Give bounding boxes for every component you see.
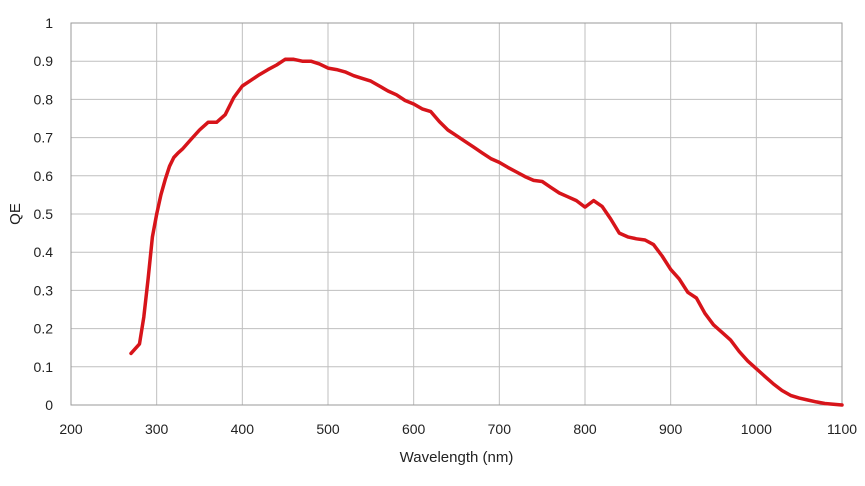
y-tick-label: 0.1 xyxy=(34,359,54,375)
y-tick-label: 1 xyxy=(45,15,53,31)
y-tick-label: 0.7 xyxy=(34,130,54,146)
y-tick-label: 0.6 xyxy=(34,168,54,184)
y-tick-label: 0.9 xyxy=(34,53,54,69)
y-axis-title: QE xyxy=(7,203,24,225)
x-tick-label: 200 xyxy=(59,421,83,437)
x-tick-label: 800 xyxy=(573,421,597,437)
y-tick-label: 0.3 xyxy=(34,282,54,298)
series-layer xyxy=(129,57,844,407)
x-tick-label: 600 xyxy=(402,421,426,437)
x-tick-label: 1100 xyxy=(827,421,857,437)
y-tick-label: 0.2 xyxy=(34,321,54,337)
x-axis-title: Wavelength (nm) xyxy=(400,449,514,466)
x-tick-label: 900 xyxy=(659,421,683,437)
x-tick-label: 400 xyxy=(231,421,255,437)
x-tick-label: 700 xyxy=(488,421,512,437)
x-tick-label: 500 xyxy=(316,421,340,437)
x-tick-label: 1000 xyxy=(741,421,772,437)
y-tick-label: 0 xyxy=(45,397,53,413)
x-tick-label: 300 xyxy=(145,421,169,437)
y-tick-label: 0.4 xyxy=(34,244,54,260)
plot-frame xyxy=(70,22,843,406)
x-tick-labels: 200 300 400 500 600 700 800 900 1000 1100 xyxy=(59,421,857,437)
y-tick-label: 0.8 xyxy=(34,91,54,107)
qe-series-line xyxy=(129,57,844,407)
y-tick-label: 0.5 xyxy=(34,206,54,222)
y-tick-labels: 0 0.1 0.2 0.3 0.4 0.5 0.6 0.7 0.8 0.9 1 xyxy=(34,15,54,413)
